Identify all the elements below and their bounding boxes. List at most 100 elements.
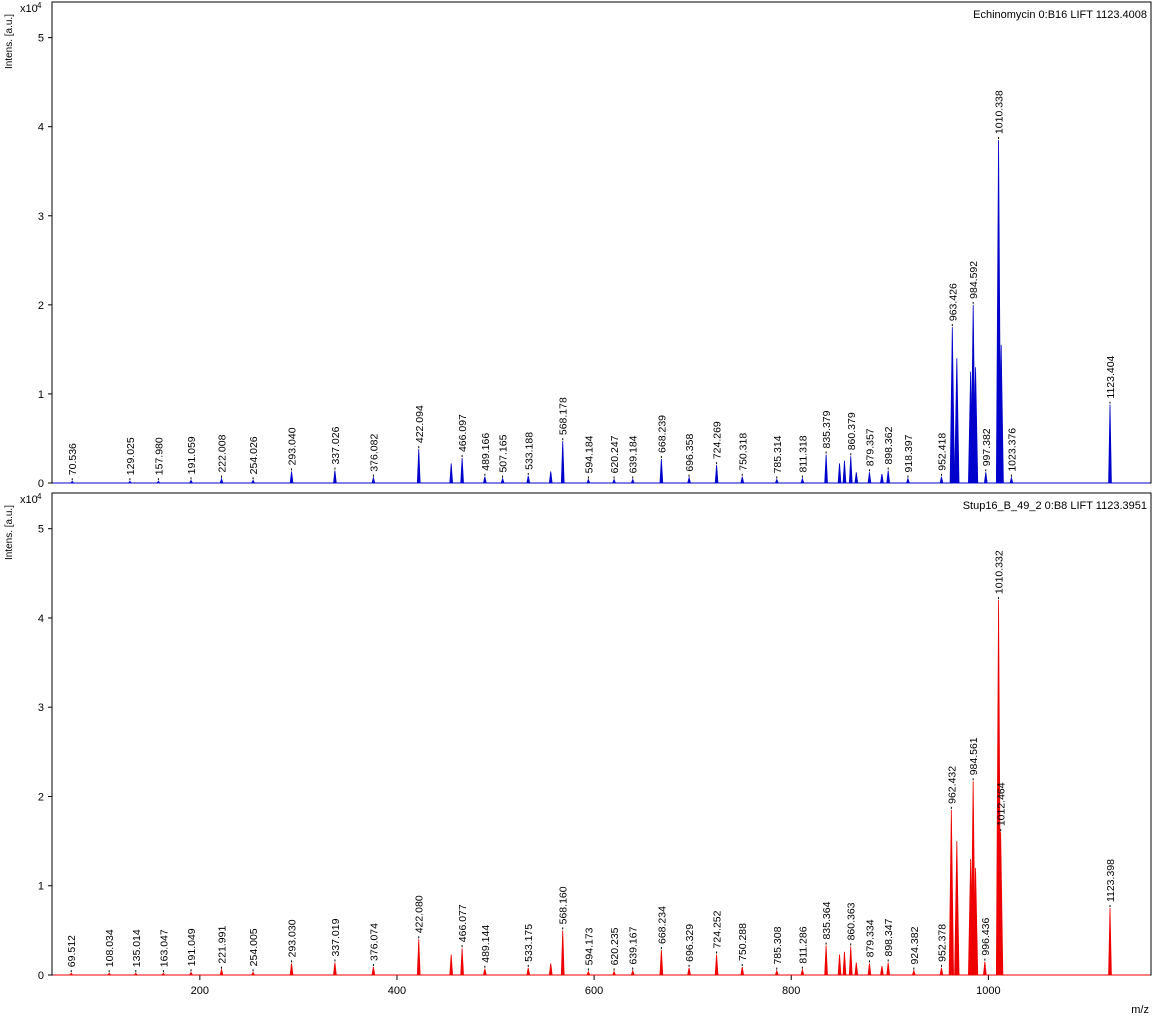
peak-label: 69.512 (66, 935, 78, 967)
peak-mark (560, 441, 565, 484)
spectrum-title: Stup16_B_49_2 0:B8 LIFT 1123.3951 (963, 500, 1147, 512)
peak-label: 1012.464 (996, 782, 1008, 826)
peak-mark (1108, 404, 1112, 484)
peak-label: 376.082 (368, 434, 380, 472)
peak-mark (460, 948, 464, 976)
peak-mark (482, 476, 487, 484)
peak-label: 952.378 (936, 924, 948, 962)
peak-label: 668.234 (656, 906, 668, 944)
peak-mark (774, 969, 779, 976)
peak-label: 860.363 (846, 902, 858, 940)
y-tick-label: 3 (38, 702, 44, 714)
peak-label: 963.426 (947, 283, 959, 321)
peak-mark (842, 951, 847, 976)
peak-label: 191.049 (186, 928, 198, 966)
peak-mark (526, 967, 531, 976)
peak-mark (1009, 476, 1014, 484)
x-tick-label: 200 (191, 985, 209, 997)
peak-mark (824, 454, 828, 484)
peak-mark (449, 954, 454, 976)
peak-label: 1123.404 (1105, 355, 1117, 398)
peak-mark (630, 969, 635, 976)
peak-mark (911, 969, 916, 976)
peak-label: 724.269 (712, 421, 724, 459)
peak-mark (687, 967, 691, 976)
peak-mark (371, 966, 376, 976)
peak-label: 135.014 (131, 929, 143, 967)
peak-mark (949, 327, 955, 484)
peak-mark (289, 963, 294, 976)
peak-mark (333, 470, 337, 484)
peak-label: 918.397 (903, 434, 915, 472)
peak-label: 489.144 (480, 925, 492, 963)
peak-label: 811.286 (797, 926, 809, 963)
peak-mark (740, 966, 745, 976)
peak-mark (842, 460, 847, 484)
peak-label: 997.382 (981, 428, 993, 466)
peak-label: 1123.398 (1105, 859, 1117, 902)
peak-mark (630, 478, 635, 484)
peak-mark (161, 972, 166, 976)
peak-mark (824, 945, 828, 976)
y-multiplier: x10 (20, 3, 38, 15)
peak-mark (886, 962, 891, 976)
peak-mark (714, 954, 719, 976)
y-multiplier-exponent: 4 (37, 1, 42, 10)
peak-label: 750.318 (737, 433, 749, 471)
peak-label: 860.379 (846, 412, 858, 450)
peak-label: 962.432 (946, 766, 958, 804)
y-multiplier: x10 (20, 494, 38, 506)
peak-mark (854, 472, 859, 484)
y-tick-label: 0 (38, 478, 44, 490)
peak-mark (371, 476, 376, 484)
y-tick-label: 3 (38, 211, 44, 223)
peak-mark (416, 449, 421, 484)
peak-mark (837, 954, 842, 976)
peak-label: 568.160 (558, 886, 570, 924)
peak-mark (586, 970, 591, 976)
peak-label: 835.364 (821, 901, 833, 939)
y-axis-title: Intens. [a.u.] (4, 505, 15, 560)
peak-label: 533.175 (523, 924, 535, 962)
peak-mark (333, 962, 337, 976)
peak-label: 785.308 (772, 926, 784, 964)
y-axis-title: Intens. [a.u.] (4, 14, 15, 69)
peak-label: 594.173 (583, 927, 595, 965)
peak-mark (687, 476, 692, 484)
peak-label: 879.334 (864, 919, 876, 957)
peak-label: 533.188 (523, 432, 535, 470)
peak-mark (133, 972, 139, 976)
y-tick-label: 5 (38, 33, 44, 45)
peak-mark (251, 479, 256, 484)
peak-mark (1108, 908, 1112, 976)
peak-mark (867, 472, 872, 484)
spectrum-title: Echinomycin 0:B16 LIFT 1123.4008 (973, 9, 1147, 21)
peak-label: 594.184 (583, 435, 595, 473)
peak-mark (416, 939, 421, 976)
peak-label: 696.358 (684, 434, 696, 472)
y-tick-label: 2 (38, 791, 44, 803)
peak-mark (69, 972, 74, 976)
y-tick-label: 0 (38, 970, 44, 982)
peak-mark (482, 968, 487, 976)
peak-mark (972, 367, 979, 484)
peak-mark (659, 458, 664, 484)
peak-mark (939, 476, 944, 484)
peak-mark (612, 478, 617, 484)
peak-mark (880, 474, 884, 484)
peak-label: 620.247 (609, 435, 621, 473)
peak-mark (867, 963, 872, 976)
peak-label: 984.561 (968, 737, 980, 775)
peak-label: 898.362 (883, 426, 895, 464)
peak-label: 293.040 (287, 427, 299, 465)
peak-mark (289, 471, 294, 484)
peak-mark (460, 458, 464, 484)
peak-mark (954, 841, 960, 976)
peak-mark (659, 949, 664, 976)
peak-label: 568.178 (558, 397, 570, 435)
y-tick-label: 4 (38, 613, 44, 625)
peak-label: 129.025 (125, 437, 137, 475)
peak-label: 466.097 (457, 414, 469, 452)
x-tick-label: 600 (585, 985, 603, 997)
